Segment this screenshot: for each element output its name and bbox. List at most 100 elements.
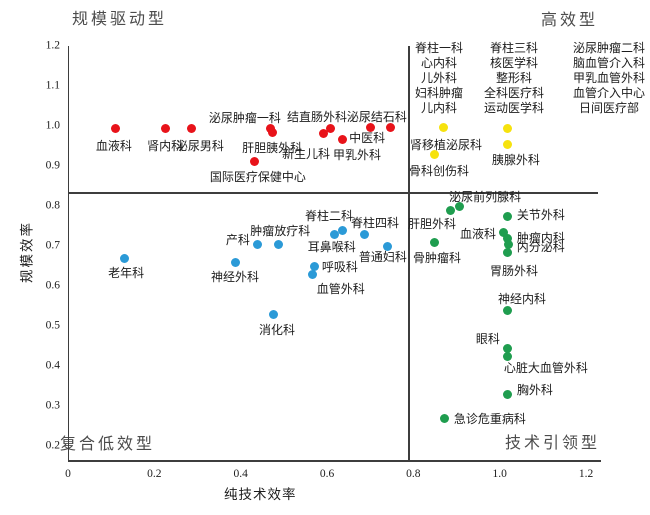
x-tick-label: 1.2 xyxy=(578,468,594,480)
y-tick-label: 0.4 xyxy=(45,359,60,372)
x-tick-label: 0.6 xyxy=(319,468,335,480)
point-label: 胸外科 xyxy=(516,382,553,397)
data-point xyxy=(439,123,449,133)
x-tick-label: 0.2 xyxy=(147,468,162,480)
data-point xyxy=(230,258,240,268)
data-point xyxy=(267,127,277,137)
point-label: 产科 xyxy=(225,232,250,247)
quadrant-label-technology-leading: 技术引领型 xyxy=(505,435,601,452)
point-label: 肝胆胰外科 xyxy=(242,141,303,155)
y-tick-label: 1.1 xyxy=(45,79,60,92)
y-tick-label: 1.2 xyxy=(45,39,60,52)
data-point xyxy=(502,305,512,315)
data-point xyxy=(111,124,121,134)
data-point xyxy=(119,253,129,263)
group-label: 脊柱一科 xyxy=(414,41,463,55)
data-point xyxy=(503,390,513,400)
point-label: 肝胆外科 xyxy=(408,216,457,231)
x-axis-line xyxy=(67,460,601,462)
point-label: 呼吸科 xyxy=(321,260,358,274)
x-tick-label: 0 xyxy=(65,468,71,480)
group-label: 全科医疗科 xyxy=(483,86,544,100)
point-label: 甲乳外科 xyxy=(332,148,381,163)
point-label: 中医科 xyxy=(349,131,386,146)
data-point xyxy=(504,240,514,250)
point-label: 眼科 xyxy=(475,332,500,346)
data-point xyxy=(360,230,370,240)
data-point xyxy=(310,261,320,271)
point-label: 血液科 xyxy=(459,226,496,241)
data-point xyxy=(503,123,513,133)
quadrant-label-compound-low-efficiency: 复合低效型 xyxy=(60,436,156,453)
group-label: 脊柱三科 xyxy=(489,41,538,55)
data-point xyxy=(440,414,450,424)
y-tick-label: 0.6 xyxy=(45,279,60,292)
point-label: 国际医疗保健中心 xyxy=(209,170,306,185)
data-point xyxy=(338,225,348,235)
data-point xyxy=(429,237,439,247)
point-label: 急诊危重病科 xyxy=(453,411,526,426)
y-tick-label: 0.5 xyxy=(45,319,60,332)
data-point xyxy=(445,206,455,216)
point-label: 胰腺外科 xyxy=(491,153,540,167)
data-point xyxy=(250,156,260,166)
quadrant-divider-vertical xyxy=(408,46,410,460)
high-efficiency-group-labels: 脊柱一科 脊柱三科 泌尿肿瘤二科 心内科 核医学科 脑血管介入科 儿外科 整形科 甲乳血管外科妇… xyxy=(408,41,650,115)
data-point xyxy=(454,201,464,211)
point-label: 骨肿瘤科 xyxy=(413,251,462,265)
data-point xyxy=(319,128,329,138)
quadrant-label-high-efficiency: 高效型 xyxy=(541,12,599,29)
point-label: 普通妇科 xyxy=(358,250,407,264)
quadrant-divider-horizontal xyxy=(68,192,598,194)
group-label: 日间医疗部 xyxy=(578,101,639,115)
point-label: 泌尿男科 xyxy=(175,138,224,153)
point-label: 肾移植泌尿科 xyxy=(409,137,482,152)
data-point xyxy=(503,343,513,353)
point-label: 心脏大血管外科 xyxy=(503,361,588,375)
point-label: 骨科创伤科 xyxy=(409,164,470,178)
data-point xyxy=(503,212,513,222)
x-axis-title: 纯技术效率 xyxy=(224,487,297,502)
group-label: 运动医学科 xyxy=(483,101,544,115)
y-axis-line xyxy=(67,46,69,462)
quadrant-label-scale-driven: 规模驱动型 xyxy=(72,11,168,28)
data-point xyxy=(338,134,348,144)
y-tick-label: 0.8 xyxy=(45,199,60,212)
y-tick-label: 1.0 xyxy=(45,119,60,132)
group-label: 妇科肿瘤 xyxy=(414,86,463,100)
group-label: 儿内科 xyxy=(420,101,457,115)
data-point xyxy=(429,149,439,159)
data-point xyxy=(503,351,513,361)
y-tick-label: 0.3 xyxy=(45,399,60,412)
data-point xyxy=(330,230,340,240)
point-label: 泌尿肿瘤一科 xyxy=(208,110,281,125)
x-tick-label: 1.0 xyxy=(492,468,507,480)
data-point xyxy=(187,124,197,134)
data-point xyxy=(325,123,335,133)
point-label: 结直肠外科 xyxy=(287,110,348,124)
point-label: 脊柱二科 xyxy=(304,209,353,223)
point-label: 胃肠外科 xyxy=(489,263,539,278)
point-label: 泌尿前列腺科 xyxy=(449,190,522,204)
y-tick-label: 0.7 xyxy=(45,239,60,252)
group-label: 核医学科 xyxy=(489,56,538,70)
group-label: 血管介入中心 xyxy=(572,86,645,100)
x-tick-label: 0.8 xyxy=(406,468,421,480)
group-label: 整形科 xyxy=(495,71,532,85)
data-point xyxy=(503,139,513,149)
data-point xyxy=(253,240,263,250)
group-label: 甲乳血管外科 xyxy=(572,71,645,85)
data-point xyxy=(386,122,396,132)
point-label: 消化科 xyxy=(259,323,296,337)
point-label: 新生儿科 xyxy=(281,147,330,162)
group-label: 心内科 xyxy=(420,56,457,70)
point-label: 脊柱四科 xyxy=(350,215,399,230)
data-point xyxy=(160,124,170,134)
point-label: 血管外科 xyxy=(316,281,365,296)
data-point xyxy=(503,233,513,243)
data-point xyxy=(383,241,393,251)
point-label: 耳鼻喉科 xyxy=(307,239,356,254)
x-tick-label: 0.4 xyxy=(233,468,248,480)
